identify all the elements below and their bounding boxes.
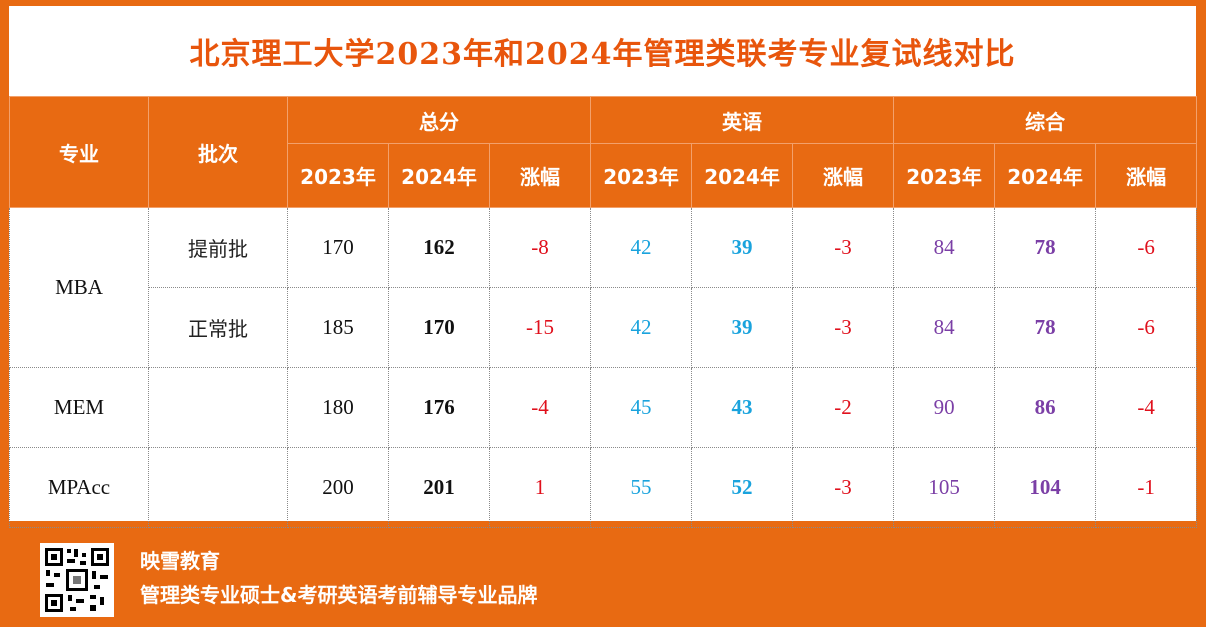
total-2023-cell: 200 [287, 447, 389, 528]
comp-change-cell: -6 [1095, 287, 1198, 368]
comp-2024-cell: 86 [994, 367, 1097, 448]
header-total-change: 涨幅 [488, 143, 592, 208]
brand-slogan: 管理类专业硕士&考研英语考前辅导专业品牌 [140, 583, 538, 607]
english-2023-cell: 45 [590, 367, 693, 448]
header-comp-change: 涨幅 [1095, 143, 1198, 208]
english-change-cell: -3 [792, 447, 895, 528]
english-2023-cell: 42 [590, 287, 693, 368]
english-2024-cell: 52 [691, 447, 794, 528]
table-row: MPAcc 200 201 1 55 52 -3 105 104 -1 [9, 447, 1198, 528]
brand-name: 映雪教育 [140, 549, 220, 573]
total-change-cell: -15 [488, 287, 592, 368]
header-major: 专业 [9, 96, 149, 208]
comp-2024-cell: 78 [994, 287, 1097, 368]
table-row: 正常批 185 170 -15 42 39 -3 84 78 -6 [10, 287, 1198, 368]
total-2023-cell: 170 [287, 207, 389, 288]
qr-code-icon [40, 543, 114, 617]
comp-2023-cell: 84 [893, 207, 996, 288]
major-cell: MPAcc [9, 447, 149, 528]
major-cell: MBA [9, 207, 149, 368]
english-2023-cell: 55 [590, 447, 693, 528]
english-change-cell: -3 [792, 207, 895, 288]
comp-2023-cell: 84 [893, 287, 996, 368]
header-english: 英语 [590, 96, 895, 144]
header-comprehensive: 综合 [893, 96, 1198, 144]
comp-2024-cell: 104 [994, 447, 1097, 528]
comp-2024-cell: 78 [994, 207, 1097, 288]
batch-cell: 提前批 [148, 207, 288, 288]
table-row: MBA 提前批 170 162 -8 42 39 -3 84 78 -6 [9, 207, 1198, 368]
score-table-panel: 北京理工大学2023年和2024年管理类联考专业复试线对比 专业 批次 总分 英… [9, 6, 1198, 528]
header-total-2023: 2023年 [287, 143, 389, 208]
comp-change-cell: -1 [1095, 447, 1198, 528]
total-2024-cell: 176 [388, 367, 490, 448]
total-change-cell: -8 [488, 207, 592, 288]
english-2024-cell: 43 [691, 367, 794, 448]
total-change-cell: 1 [488, 447, 592, 528]
header-comp-2024: 2024年 [994, 143, 1097, 208]
header-english-2023: 2023年 [590, 143, 693, 208]
score-table: 专业 批次 总分 英语 综合 2023年 2024年 涨幅 2023年 2024… [9, 96, 1198, 528]
major-cell: MEM [9, 367, 149, 448]
comp-2023-cell: 105 [893, 447, 996, 528]
total-2023-cell: 180 [287, 367, 389, 448]
batch-cell [148, 447, 288, 528]
header-total: 总分 [286, 96, 592, 144]
total-2024-cell: 162 [388, 207, 490, 288]
total-2024-cell: 170 [388, 287, 490, 368]
header-batch: 批次 [148, 96, 288, 208]
header-english-change: 涨幅 [792, 143, 895, 208]
batch-cell: 正常批 [148, 287, 288, 368]
header-english-2024: 2024年 [691, 143, 794, 208]
page-title: 北京理工大学2023年和2024年管理类联考专业复试线对比 [189, 37, 1016, 72]
comp-change-cell: -4 [1095, 367, 1198, 448]
comp-2023-cell: 90 [893, 367, 996, 448]
batch-cell [148, 367, 288, 448]
header-comp-2023: 2023年 [893, 143, 996, 208]
header-total-2024: 2024年 [388, 143, 490, 208]
english-change-cell: -2 [792, 367, 895, 448]
english-2024-cell: 39 [691, 207, 794, 288]
english-change-cell: -3 [792, 287, 895, 368]
english-2024-cell: 39 [691, 287, 794, 368]
comp-change-cell: -6 [1095, 207, 1198, 288]
total-change-cell: -4 [488, 367, 592, 448]
total-2024-cell: 201 [388, 447, 490, 528]
english-2023-cell: 42 [590, 207, 693, 288]
table-row: MEM 180 176 -4 45 43 -2 90 86 -4 [9, 367, 1198, 448]
total-2023-cell: 185 [287, 287, 389, 368]
footer: 映雪教育 管理类专业硕士&考研英语考前辅导专业品牌 [0, 521, 1206, 627]
